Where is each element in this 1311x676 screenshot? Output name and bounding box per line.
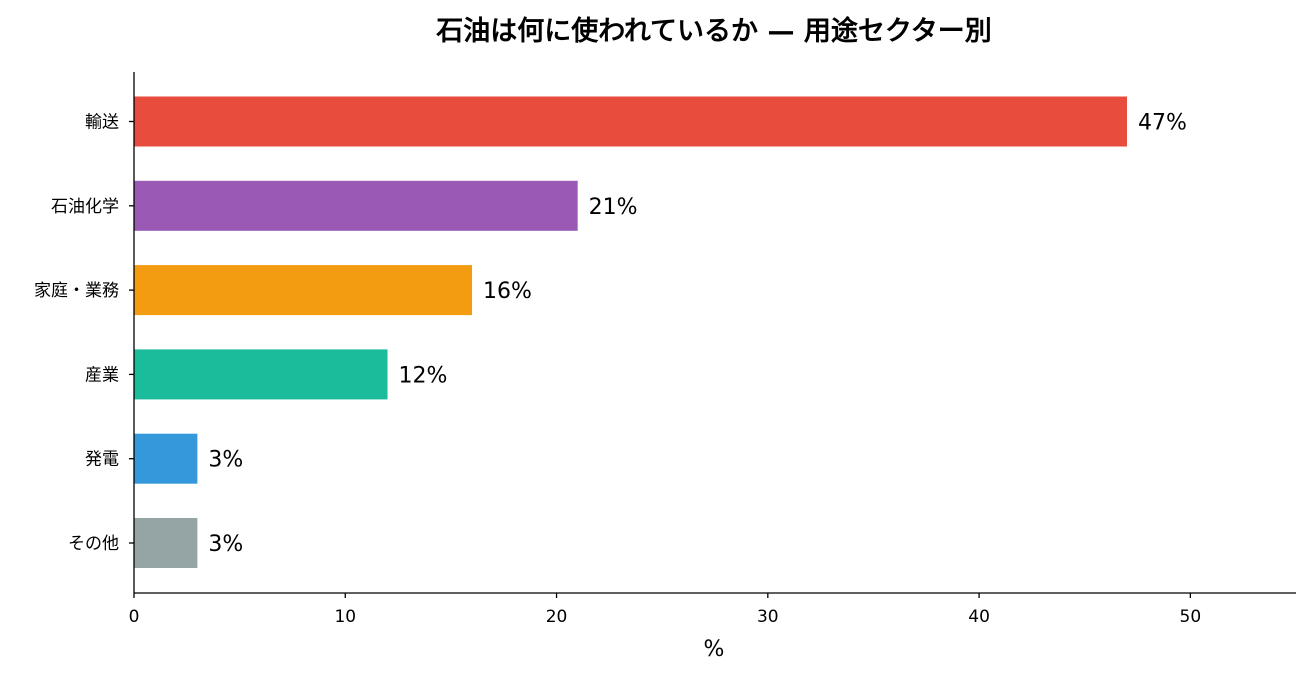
value-label-3: 16% <box>483 279 532 304</box>
x-tick-label-1: 0 <box>129 607 140 627</box>
value-label-6: 3% <box>208 532 243 557</box>
x-tick-label-4: 30 <box>757 607 779 627</box>
value-label-4: 12% <box>399 363 448 388</box>
value-label-5: 3% <box>208 448 243 473</box>
category-label-4: 産業 <box>85 365 119 385</box>
category-label-3: 家庭・業務 <box>34 281 119 301</box>
value-labels-layer: 47% 21% 16% 12% 3% 3% <box>208 111 1187 558</box>
category-label-6: その他 <box>68 534 119 554</box>
bar-2 <box>134 180 578 231</box>
bar-4 <box>134 349 388 400</box>
category-label-1: 輸送 <box>85 113 119 133</box>
x-ticks-layer: 0 10 20 30 40 50 <box>129 120 1202 627</box>
value-label-2: 21% <box>589 195 638 220</box>
x-axis-title: % <box>704 637 725 662</box>
bar-1 <box>134 96 1127 147</box>
axes-layer <box>133 72 1296 594</box>
category-label-2: 石油化学 <box>51 197 119 217</box>
x-tick-label-5: 40 <box>968 607 990 627</box>
x-tick-label-6: 50 <box>1180 607 1202 627</box>
x-tick-label-2: 10 <box>334 607 356 627</box>
bar-3 <box>134 265 473 316</box>
chart-title: 石油は何に使われているか — 用途セクター別 <box>435 15 992 47</box>
x-tick-label-3: 20 <box>546 607 568 627</box>
value-label-1: 47% <box>1138 111 1187 136</box>
bars-layer <box>134 96 1127 568</box>
category-label-5: 発電 <box>85 450 119 470</box>
bar-6 <box>134 518 198 568</box>
bar-5 <box>134 433 198 484</box>
